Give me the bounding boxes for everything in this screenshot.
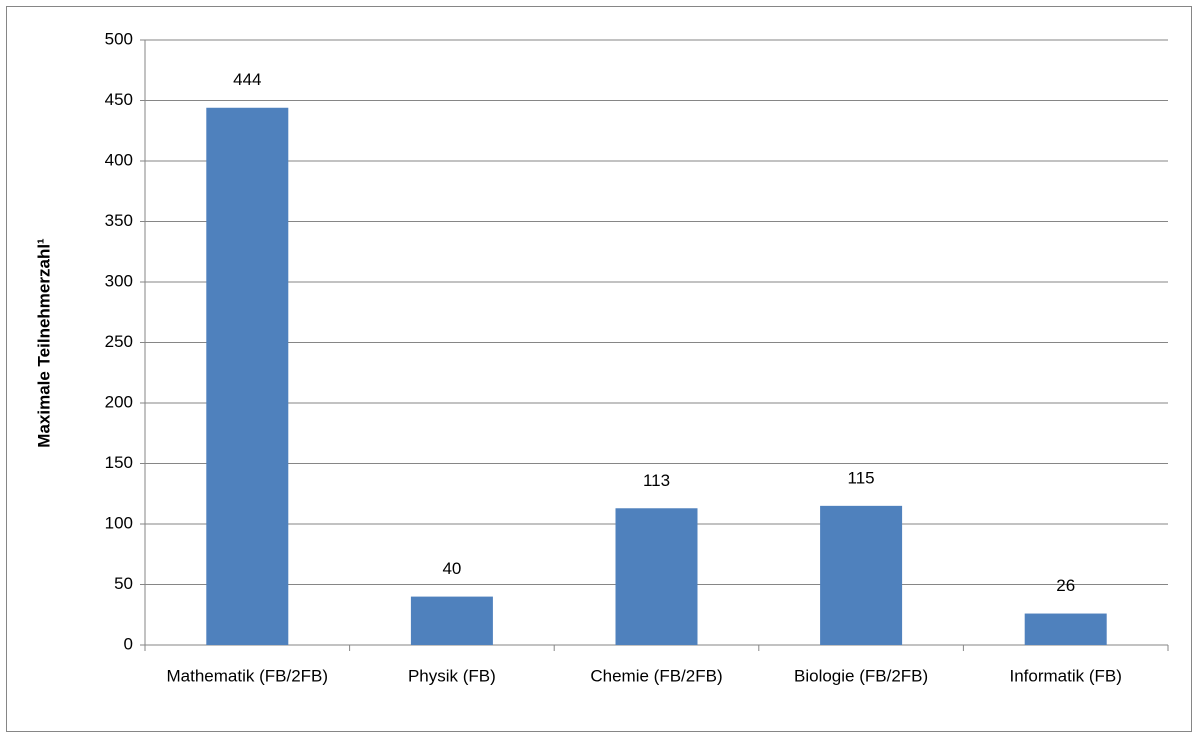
y-tick-label: 100 [105, 513, 133, 532]
bar [615, 508, 698, 645]
x-tick-label: Informatik (FB) [1009, 666, 1121, 685]
data-label: 26 [1056, 576, 1075, 595]
y-tick-label: 250 [105, 332, 133, 351]
chart-border [6, 6, 1192, 732]
data-label: 115 [848, 468, 875, 487]
y-tick-label: 200 [105, 392, 133, 411]
y-axis-title: Maximale Teilnehmerzahl¹ [34, 238, 53, 448]
x-tick-label: Physik (FB) [408, 666, 496, 685]
y-tick-label: 350 [105, 211, 133, 230]
bar [410, 596, 493, 645]
y-tick-label: 150 [105, 453, 133, 472]
data-label: 444 [233, 70, 261, 89]
data-label: 113 [643, 471, 670, 490]
bar [206, 107, 289, 645]
x-tick-label: Mathematik (FB/2FB) [167, 666, 329, 685]
bar [820, 505, 903, 645]
y-tick-label: 0 [124, 634, 133, 653]
x-tick-label: Biologie (FB/2FB) [794, 666, 928, 685]
data-label: 40 [442, 559, 461, 578]
y-tick-label: 500 [105, 29, 133, 48]
y-tick-label: 450 [105, 90, 133, 109]
x-tick-label: Chemie (FB/2FB) [590, 666, 722, 685]
y-tick-label: 50 [114, 574, 133, 593]
bar [1024, 613, 1107, 645]
y-tick-label: 300 [105, 271, 133, 290]
y-tick-label: 400 [105, 150, 133, 169]
